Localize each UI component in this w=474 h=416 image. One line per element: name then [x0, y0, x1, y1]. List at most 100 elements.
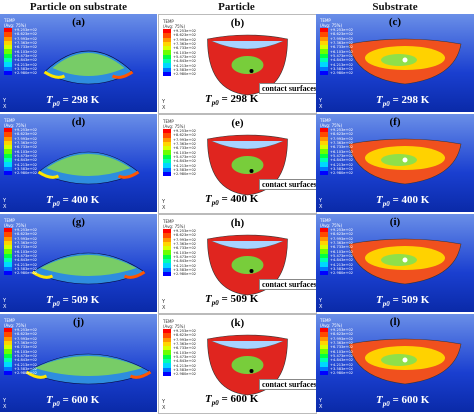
legend-swatch	[4, 128, 12, 133]
legend-row: +4.843e+02	[320, 358, 354, 363]
legend-value: +2.980e+02	[173, 272, 197, 277]
temp-equals: =	[389, 94, 402, 106]
legend-swatch	[4, 132, 12, 137]
legend-value: +7.993e+02	[330, 36, 354, 41]
legend-row: +3.583e+02	[4, 66, 37, 71]
temperature-legend: TEMP (Avg: 75%) +9.253e+02 +8.623e+02 +7.993…	[320, 18, 354, 76]
axis-y-label: Y	[319, 398, 323, 404]
legend-row: +7.993e+02	[4, 36, 37, 41]
temp-subscript: p0	[382, 100, 390, 109]
legend-value: +4.213e+02	[14, 62, 38, 67]
axis-y-label: Y	[3, 198, 7, 204]
temperature-legend: TEMP (Avg: 75%) +9.253e+02 +8.623e+02 +7.993…	[163, 319, 197, 377]
legend-row: +7.363e+02	[163, 41, 196, 47]
legend-value: +3.583e+02	[173, 367, 197, 372]
legend-swatch	[163, 129, 171, 134]
temp-symbol: T	[205, 293, 212, 305]
legend-row: +8.623e+02	[163, 33, 196, 38]
temp-subscript: p0	[382, 300, 390, 309]
initial-temperature-label: Tp0 = 400 K	[46, 194, 99, 208]
legend-swatch	[4, 153, 12, 159]
legend-swatch	[4, 45, 12, 50]
panel-substrate-1: TEMP (Avg: 75%) +9.253e+02 +8.623e+02 +7.993…	[316, 14, 474, 112]
legend-title: TEMP	[320, 318, 331, 323]
legend-swatch	[320, 228, 328, 233]
legend-swatch	[163, 359, 171, 364]
legend-swatch	[320, 270, 328, 276]
legend-value: +9.253e+02	[14, 28, 38, 33]
legend-swatch	[163, 41, 171, 47]
legend-swatch	[320, 366, 328, 371]
legend-row: +6.103e+02	[163, 350, 197, 355]
legend-row: +9.253e+02	[4, 128, 37, 133]
legend-value: +4.213e+02	[14, 162, 38, 167]
legend-value: +5.473e+02	[330, 353, 354, 358]
legend-value: +4.843e+02	[330, 258, 354, 263]
legend-value: +3.583e+02	[173, 67, 197, 72]
legend-row: +7.993e+02	[4, 136, 37, 141]
temp-equals: =	[59, 394, 72, 406]
legend-value: +4.213e+02	[173, 63, 197, 68]
legend-value: +6.103e+02	[173, 350, 197, 355]
temp-value: 298 K	[230, 93, 259, 105]
legend-swatch	[163, 263, 171, 268]
axis-x-label: X	[162, 405, 166, 411]
panel-letter: (c)	[388, 16, 402, 28]
legend-row: +4.843e+02	[4, 258, 37, 263]
legend-row: +4.843e+02	[320, 58, 353, 63]
temp-symbol: T	[205, 93, 212, 105]
particle-substrate-contour	[31, 252, 146, 285]
contact-surfaces-callout: contact surfaces	[259, 279, 316, 290]
legend-row: +6.733e+02	[4, 45, 37, 50]
legend-value: +9.253e+02	[173, 329, 197, 334]
legend-value: +6.103e+02	[330, 349, 354, 354]
legend-subtitle: (Avg: 75%)	[320, 323, 343, 328]
legend-value: +7.993e+02	[173, 137, 197, 142]
legend-subtitle: (Avg: 75%)	[163, 124, 186, 129]
legend-value: +6.103e+02	[14, 149, 38, 154]
legend-row: +5.473e+02	[163, 154, 196, 160]
legend-swatch	[163, 237, 171, 242]
legend-swatch	[4, 136, 12, 141]
legend-row: +6.103e+02	[320, 149, 353, 154]
axis-x-label: X	[319, 304, 323, 310]
temp-value: 509 K	[401, 294, 430, 306]
legend-swatch	[163, 333, 171, 338]
axis-y-label: Y	[3, 298, 7, 304]
legend-row: +8.623e+02	[4, 132, 37, 137]
axis-x-label: X	[162, 305, 166, 311]
temp-equals: =	[59, 294, 72, 306]
legend-swatch	[320, 328, 328, 333]
legend-value: +6.103e+02	[14, 49, 38, 54]
legend-row: +4.843e+02	[320, 258, 354, 263]
legend-row: +6.103e+02	[320, 49, 353, 54]
legend-row: +9.253e+02	[4, 228, 37, 233]
legend-swatch	[4, 236, 12, 241]
legend-swatch	[163, 67, 171, 72]
legend-swatch	[320, 40, 328, 46]
legend-swatch	[320, 36, 328, 41]
legend-swatch	[320, 162, 328, 167]
legend-row: +4.843e+02	[320, 158, 354, 163]
legend-value: +4.843e+02	[330, 358, 354, 363]
legend-value: +8.623e+02	[330, 132, 354, 137]
legend-row: +3.583e+02	[4, 166, 37, 171]
legend-row: +7.363e+02	[320, 340, 353, 346]
legend-swatch	[320, 49, 328, 54]
legend-value: +2.980e+02	[173, 372, 197, 377]
legend-swatch	[320, 70, 328, 76]
legend-row: +4.213e+02	[163, 163, 196, 168]
legend-row: +4.213e+02	[320, 62, 353, 67]
temp-symbol: T	[376, 94, 383, 106]
legend-swatch	[4, 336, 12, 341]
legend-row: +6.733e+02	[320, 45, 353, 50]
legend-value: +7.993e+02	[173, 37, 197, 42]
temp-symbol: T	[46, 394, 53, 406]
legend-swatch	[163, 346, 171, 351]
legend-row: +4.213e+02	[4, 62, 38, 67]
legend-row: +8.623e+02	[320, 232, 353, 237]
legend-value: +4.843e+02	[330, 158, 354, 163]
legend-swatch	[320, 332, 328, 337]
temp-subscript: p0	[52, 300, 60, 309]
